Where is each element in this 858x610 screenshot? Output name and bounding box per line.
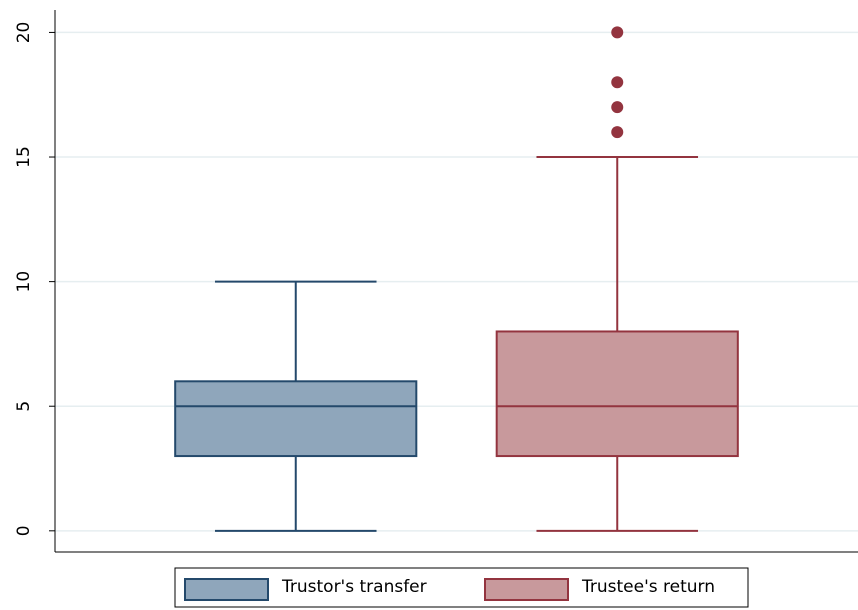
legend-swatch	[484, 578, 569, 601]
y-tick-label: 10	[14, 271, 34, 293]
y-tick-label: 0	[14, 525, 34, 536]
outlier	[611, 126, 624, 139]
y-tick-label: 20	[14, 22, 34, 44]
box	[495, 330, 739, 458]
y-tick-label: 15	[14, 146, 34, 168]
legend-label: Trustee's return	[581, 577, 715, 597]
legend-label: Trustor's transfer	[281, 577, 427, 597]
box	[174, 380, 418, 458]
legend-swatch	[184, 578, 269, 601]
legend-frame	[174, 567, 749, 608]
outlier	[611, 76, 624, 89]
y-tick-label: 5	[14, 401, 34, 412]
outlier	[611, 101, 624, 114]
outlier	[611, 26, 624, 39]
